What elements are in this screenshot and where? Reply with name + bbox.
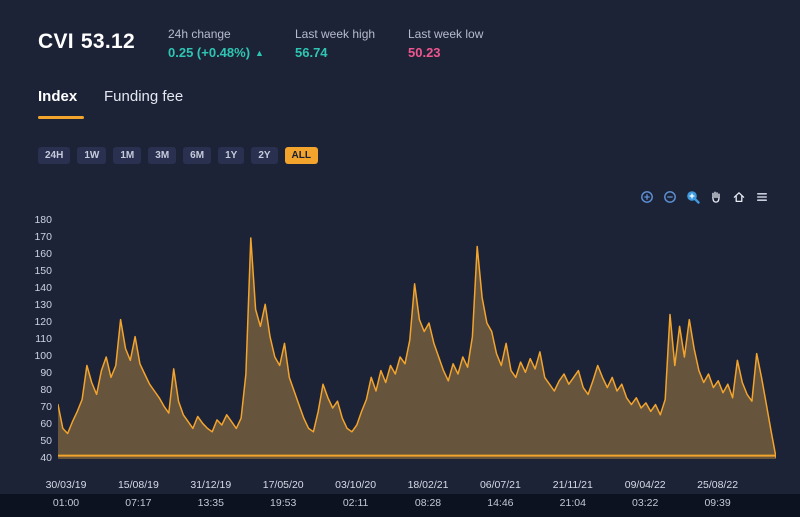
tab-index[interactable]: Index bbox=[38, 88, 78, 105]
week-low-label: Last week low bbox=[408, 27, 484, 41]
week-high-label: Last week high bbox=[295, 27, 376, 41]
x-axis-date: 30/03/19 bbox=[45, 479, 87, 491]
y-axis-tick: 120 bbox=[34, 316, 52, 328]
range-button-1m[interactable]: 1M bbox=[113, 147, 142, 164]
x-axis-date: 18/02/21 bbox=[407, 479, 449, 491]
x-axis-date: 06/07/21 bbox=[479, 479, 521, 491]
page-title: CVI 53.12 bbox=[38, 30, 135, 54]
caret-up-icon: ▲ bbox=[255, 48, 264, 58]
week-high-value: 56.74 bbox=[295, 45, 328, 60]
y-axis-tick: 70 bbox=[40, 401, 52, 413]
x-axis-date: 21/11/21 bbox=[552, 479, 593, 491]
chart-toolbar bbox=[638, 188, 770, 205]
x-axis-date: 25/08/22 bbox=[697, 479, 739, 491]
y-axis-tick: 140 bbox=[34, 282, 52, 294]
tab-funding-fee[interactable]: Funding fee bbox=[104, 88, 184, 105]
x-axis-date: 31/12/19 bbox=[190, 479, 232, 491]
zoom-in-icon[interactable] bbox=[638, 188, 655, 205]
week-low-value: 50.23 bbox=[408, 45, 441, 60]
active-tab-underline bbox=[38, 116, 84, 119]
x-axis-time: 14:46 bbox=[487, 497, 514, 509]
symbol-label: CVI bbox=[38, 30, 74, 53]
y-axis-tick: 50 bbox=[40, 435, 52, 447]
change-value: 0.25 (+0.48%) bbox=[168, 45, 251, 60]
y-axis-tick: 40 bbox=[40, 452, 52, 464]
range-button-2y[interactable]: 2Y bbox=[251, 147, 278, 164]
range-button-all[interactable]: ALL bbox=[284, 147, 318, 164]
range-button-6m[interactable]: 6M bbox=[183, 147, 212, 164]
x-axis-time: 07:17 bbox=[125, 497, 152, 509]
change-value-row: 0.25 (+0.48%) ▲ bbox=[168, 45, 264, 60]
x-axis-time: 21:04 bbox=[559, 497, 586, 509]
zoom-out-icon[interactable] bbox=[661, 188, 678, 205]
x-axis-time: 13:35 bbox=[197, 497, 224, 509]
y-axis-tick: 80 bbox=[40, 384, 52, 396]
home-icon[interactable] bbox=[730, 188, 747, 205]
y-axis-tick: 160 bbox=[34, 248, 52, 260]
x-axis-date: 09/04/22 bbox=[624, 479, 666, 491]
zoom-select-icon[interactable] bbox=[684, 188, 701, 205]
range-button-3m[interactable]: 3M bbox=[148, 147, 177, 164]
x-axis-date: 17/05/20 bbox=[262, 479, 304, 491]
range-button-24h[interactable]: 24H bbox=[38, 147, 71, 164]
y-axis-tick: 130 bbox=[34, 299, 52, 311]
x-axis-time: 03:22 bbox=[632, 497, 659, 509]
chart-line bbox=[58, 237, 776, 459]
range-button-1y[interactable]: 1Y bbox=[218, 147, 245, 164]
x-axis-time: 02:11 bbox=[342, 497, 369, 509]
change-column: 24h change 0.25 (+0.48%) ▲ bbox=[168, 27, 264, 60]
chart-footer-strip bbox=[0, 494, 800, 517]
current-price: 53.12 bbox=[80, 30, 135, 53]
chart-area-fill bbox=[58, 238, 776, 459]
y-axis-tick: 60 bbox=[40, 418, 52, 430]
x-axis-time: 08:28 bbox=[414, 497, 442, 509]
price-chart[interactable] bbox=[58, 221, 776, 459]
x-axis-date: 03/10/20 bbox=[335, 479, 377, 491]
x-axis-time: 19:53 bbox=[270, 497, 297, 509]
week-low-column: Last week low 50.23 bbox=[408, 27, 483, 60]
y-axis-tick: 100 bbox=[34, 350, 52, 362]
range-buttons: 24H 1W 1M 3M 6M 1Y 2Y ALL bbox=[38, 147, 318, 164]
change-label: 24h change bbox=[168, 27, 231, 41]
y-axis-tick: 170 bbox=[34, 231, 52, 243]
week-high-column: Last week high 56.74 bbox=[295, 27, 375, 60]
x-axis-date: 15/08/19 bbox=[117, 479, 159, 491]
y-axis-tick: 110 bbox=[35, 333, 52, 345]
x-axis-time: 01:00 bbox=[52, 497, 80, 509]
x-axis-time: 09:39 bbox=[704, 497, 731, 509]
pan-hand-icon[interactable] bbox=[707, 188, 724, 205]
menu-icon[interactable] bbox=[753, 188, 770, 205]
y-axis-tick: 90 bbox=[40, 367, 52, 379]
y-axis-tick: 180 bbox=[34, 214, 52, 226]
range-button-1w[interactable]: 1W bbox=[77, 147, 107, 164]
y-axis-tick: 150 bbox=[34, 265, 52, 277]
